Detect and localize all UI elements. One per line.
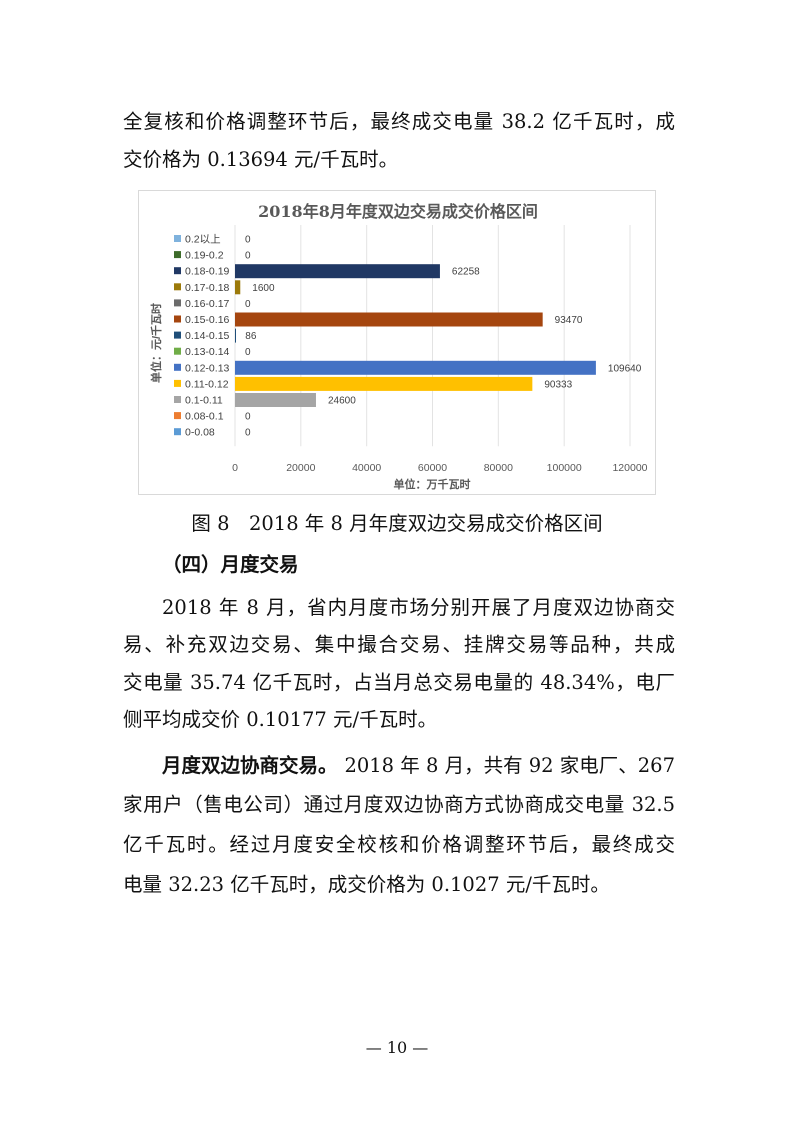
data-label: 90333 bbox=[544, 379, 572, 390]
text-line: 侧平均成交价 0.10177 元/千瓦时。 bbox=[123, 708, 438, 731]
bar bbox=[235, 328, 236, 343]
legend-swatch bbox=[174, 267, 181, 275]
text-line: 全复核和价格调整环节后，最终成交电量 38.2 亿千瓦时，成 bbox=[123, 110, 675, 133]
legend-label: 0.11-0.12 bbox=[185, 378, 229, 390]
bar bbox=[235, 360, 596, 375]
legend-label: 0.16-0.17 bbox=[185, 298, 230, 310]
data-label: 86 bbox=[245, 331, 257, 342]
text-line: 亿千瓦时。经过月度安全校核和价格调整环节后，最终成交 bbox=[123, 833, 675, 856]
legend-label: 0-0.08 bbox=[185, 427, 215, 439]
x-tick-label: 100000 bbox=[547, 462, 582, 474]
y-axis-label: 单位：元/千瓦时 bbox=[149, 303, 163, 383]
data-label: 0 bbox=[245, 412, 251, 423]
x-tick-label: 40000 bbox=[352, 462, 381, 474]
bar-chart: 2018年8月年度双边交易成交价格区间 0 20000 40000 60000 80000… bbox=[138, 190, 656, 495]
data-label: 1600 bbox=[252, 283, 275, 294]
bar bbox=[235, 393, 316, 407]
text-span: 2018 年 8 月，共有 92 家电厂、267 bbox=[344, 754, 675, 777]
data-label: 24600 bbox=[328, 396, 356, 407]
legend-swatch bbox=[174, 363, 181, 371]
legend-label: 0.2以上 bbox=[185, 234, 221, 246]
legend-label: 0.08-0.1 bbox=[185, 411, 224, 423]
text-line: 易、补充双边交易、集中撮合交易、挂牌交易等品种，共成 bbox=[123, 633, 675, 656]
legend-swatch bbox=[174, 251, 181, 259]
bar bbox=[235, 312, 543, 327]
legend-swatch bbox=[174, 283, 181, 291]
figure-caption: 图 8 2018 年 8 月年度双边交易成交价格区间 bbox=[191, 512, 603, 535]
legend-swatch bbox=[174, 299, 181, 307]
text-line: 交价格为 0.13694 元/千瓦时。 bbox=[123, 148, 399, 171]
page-number: — 10 — bbox=[365, 1038, 429, 1057]
data-label: 0 bbox=[245, 428, 251, 439]
legend-swatch bbox=[174, 379, 181, 387]
legend-label: 0.19-0.2 bbox=[185, 250, 224, 262]
text-line: 电量 32.23 亿千瓦时，成交价格为 0.1027 元/千瓦时。 bbox=[123, 873, 610, 896]
chart-svg: 2018年8月年度双边交易成交价格区间 0 20000 40000 60000 80000… bbox=[149, 202, 648, 491]
legend-swatch bbox=[174, 428, 181, 436]
legend-swatch bbox=[174, 347, 181, 355]
bar bbox=[235, 376, 533, 391]
data-label: 0 bbox=[245, 299, 251, 310]
data-label: 62258 bbox=[452, 267, 480, 278]
legend-label: 0.12-0.13 bbox=[185, 362, 230, 374]
data-label: 93470 bbox=[555, 315, 583, 326]
legend-label: 0.17-0.18 bbox=[185, 282, 230, 294]
legend-swatch bbox=[174, 235, 181, 242]
legend-label: 0.15-0.16 bbox=[185, 314, 230, 326]
x-tick-label: 80000 bbox=[484, 462, 513, 474]
legend-label: 0.13-0.14 bbox=[185, 346, 230, 358]
legend-swatch bbox=[174, 412, 181, 420]
section-heading: （四）月度交易 bbox=[162, 553, 299, 576]
data-label: 0 bbox=[245, 251, 251, 262]
legend-swatch bbox=[174, 315, 181, 323]
data-label: 0 bbox=[245, 235, 251, 246]
data-label: 109640 bbox=[608, 363, 642, 374]
data-label: 0 bbox=[245, 347, 251, 358]
legend-label: 0.1-0.11 bbox=[185, 395, 223, 407]
chart-title: 2018年8月年度双边交易成交价格区间 bbox=[258, 202, 538, 221]
x-tick-label: 120000 bbox=[612, 462, 647, 474]
bold-lead: 月度双边协商交易。 bbox=[162, 754, 338, 777]
bar bbox=[235, 280, 241, 295]
text-line: 交电量 35.74 亿千瓦时，占当月总交易电量的 48.34%，电厂 bbox=[123, 671, 675, 694]
bar bbox=[235, 264, 440, 279]
legend-swatch bbox=[174, 396, 181, 403]
text-line: 2018 年 8 月，省内月度市场分别开展了月度双边协商交 bbox=[162, 596, 675, 619]
legend-swatch bbox=[174, 331, 181, 339]
x-tick-label: 20000 bbox=[286, 462, 315, 474]
x-tick-label: 60000 bbox=[418, 462, 447, 474]
legend-label: 0.14-0.15 bbox=[185, 330, 230, 342]
x-tick-label: 0 bbox=[232, 462, 238, 474]
x-axis-label: 单位：万千瓦时 bbox=[394, 477, 471, 491]
legend-label: 0.18-0.19 bbox=[185, 266, 230, 278]
text-line: 家用户（售电公司）通过月度双边协商方式协商成交电量 32.5 bbox=[123, 793, 675, 816]
text-line: 月度双边协商交易。 2018 年 8 月，共有 92 家电厂、267 bbox=[162, 754, 675, 778]
